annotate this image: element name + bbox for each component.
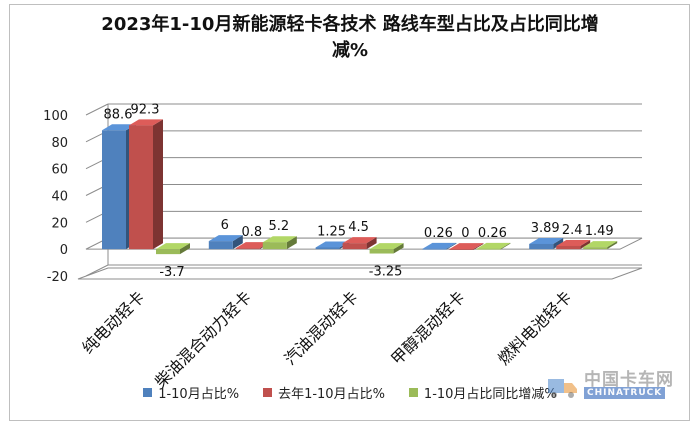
y-tick-label: 0 (60, 243, 68, 258)
y-tick-label: 20 (51, 216, 68, 231)
x-tick-label: 纯电动轻卡 (78, 287, 148, 357)
bar-side (580, 239, 591, 250)
bar-top (129, 119, 163, 126)
bar-top (449, 243, 484, 250)
bar-top (556, 239, 591, 246)
data-label: 0.8 (241, 225, 262, 240)
watermark-subtext: CHINATRUCK (584, 387, 666, 399)
data-label: 1.25 (317, 224, 346, 239)
gridline-depth (85, 264, 109, 277)
data-label: 3.89 (531, 221, 560, 236)
data-label: 2.4 (562, 223, 583, 238)
bar-side (500, 242, 511, 250)
bar (235, 248, 260, 250)
x-tick-label: 汽油混动轻卡 (281, 287, 362, 368)
base-plane (77, 267, 643, 280)
bar (262, 242, 287, 250)
bar-top (235, 242, 270, 249)
bar (129, 125, 153, 250)
bar (529, 243, 554, 250)
bar-side (153, 119, 163, 250)
legend-label: 1-10月占比% (158, 387, 240, 402)
data-label: 4.5 (348, 220, 369, 235)
legend-item: 去年1-10月占比% (263, 383, 385, 402)
data-label: 5.2 (268, 219, 289, 234)
bar (556, 245, 581, 250)
y-tick-label: 100 (43, 109, 68, 124)
chart-legend: 1-10月占比% 去年1-10月占比% 1-10月占比同比增减% (0, 383, 700, 402)
legend-swatch (408, 388, 418, 397)
data-label: 0.26 (424, 226, 453, 241)
bar-side (232, 235, 243, 250)
legend-label: 去年1-10月占比% (278, 387, 385, 402)
watermark: 中国卡车网 CHINATRUCK (546, 365, 686, 413)
bar (369, 249, 394, 254)
bar-side (473, 243, 484, 250)
bar-side (366, 237, 377, 250)
legend-label: 1-10月占比同比增减% (423, 387, 557, 402)
bar (102, 130, 126, 250)
data-label: -3.7 (159, 265, 184, 280)
bar (342, 243, 367, 250)
bar-top (262, 236, 297, 243)
bar-top (529, 237, 564, 244)
bar-top (369, 243, 404, 250)
x-tick-label: 柴油混合动力轻卡 (151, 287, 255, 391)
bar (476, 248, 501, 250)
bar-top (315, 241, 350, 248)
bar (208, 241, 233, 250)
legend-item: 1-10月占比% (143, 383, 239, 402)
bar-top (208, 235, 243, 242)
bar-side (607, 241, 618, 250)
data-label: 1.49 (585, 224, 614, 239)
legend-swatch (263, 388, 273, 397)
bar-top (422, 242, 457, 249)
data-label: 0 (461, 226, 469, 241)
chart-title-line-2: 减% (331, 40, 369, 61)
bar (449, 249, 474, 250)
bar (156, 249, 180, 255)
y-tick-label: 80 (51, 136, 68, 151)
bar-top (156, 243, 190, 250)
y-tick-label: -20 (47, 270, 68, 285)
y-tick-label: 40 (51, 190, 68, 205)
gridline-depth (85, 103, 109, 116)
x-tick-label: 燃料电池轻卡 (494, 287, 575, 368)
data-label: 0.26 (478, 226, 507, 241)
data-label: 92.3 (131, 102, 160, 117)
bar-side (393, 243, 404, 254)
bar-side (286, 236, 297, 250)
data-label: 6 (221, 218, 229, 233)
y-tick-label: 60 (51, 163, 68, 178)
bar-side (553, 237, 564, 250)
watermark-text: 中国卡车网 (584, 370, 674, 390)
bar (583, 247, 608, 250)
bar-top (476, 242, 511, 249)
bar-side (446, 242, 457, 250)
data-label: 88.6 (104, 107, 133, 122)
x-tick-label: 甲醇混动轻卡 (387, 287, 468, 368)
bar (422, 248, 447, 250)
legend-item: 1-10月占比同比增减% (408, 383, 557, 402)
bar-top (583, 241, 618, 248)
chart-title: 2023年1-10月新能源轻卡各技术 路线车型占比及占比同比增 减% (0, 12, 700, 64)
truck-logo-icon (548, 379, 577, 398)
chart-title-line-1: 2023年1-10月新能源轻卡各技术 路线车型占比及占比同比增 (101, 14, 599, 35)
legend-swatch (143, 388, 153, 397)
bar (315, 247, 340, 250)
data-label: -3.25 (369, 265, 403, 280)
bar-side (180, 243, 190, 255)
bar-top (342, 237, 377, 244)
bar-top (102, 124, 136, 131)
